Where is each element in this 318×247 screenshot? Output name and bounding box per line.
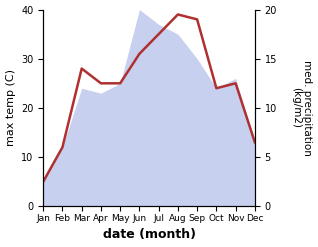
Y-axis label: med. precipitation
(kg/m2): med. precipitation (kg/m2) <box>291 60 313 156</box>
X-axis label: date (month): date (month) <box>102 228 196 242</box>
Y-axis label: max temp (C): max temp (C) <box>5 69 16 146</box>
